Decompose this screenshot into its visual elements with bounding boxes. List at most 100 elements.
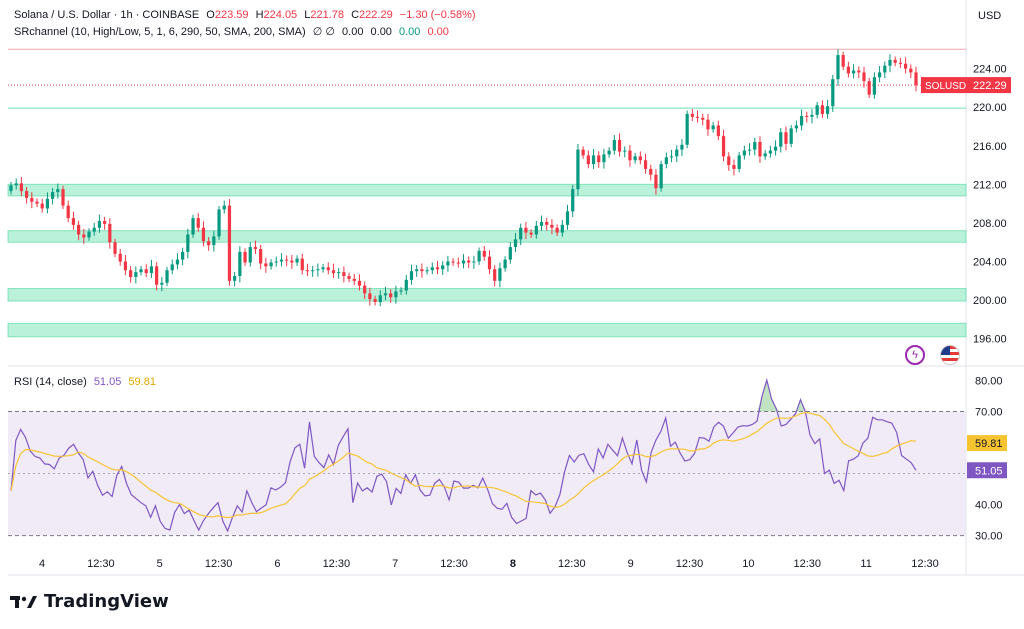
candle-body — [175, 259, 180, 265]
candle-body — [597, 155, 601, 163]
candle-body — [357, 280, 362, 286]
candle-body — [472, 261, 476, 263]
candle-body — [123, 261, 128, 271]
candle-body — [425, 270, 429, 272]
candle-body — [888, 59, 892, 66]
candle-body — [9, 185, 13, 192]
candle-body — [383, 293, 388, 296]
candle-body — [586, 155, 590, 165]
candle-body — [633, 156, 637, 161]
candle-body — [862, 72, 866, 82]
candle-body — [279, 259, 284, 262]
candle-body — [898, 62, 903, 64]
candle-body — [118, 253, 122, 262]
candle-body — [269, 262, 273, 267]
time-tick-label: 12:30 — [205, 558, 233, 570]
rsi-label[interactable]: RSI (14, close) — [14, 376, 87, 388]
candle-body — [903, 63, 908, 69]
candle-body — [160, 282, 164, 285]
candle-body — [524, 227, 528, 233]
candle-body — [446, 261, 450, 266]
candle-body — [373, 299, 377, 303]
candle-body — [248, 247, 252, 263]
candle-body — [144, 269, 148, 274]
candle-body — [134, 272, 138, 277]
time-tick-label: 12:30 — [558, 558, 586, 570]
rsi-header: RSI (14, close) 51.05 59.81 — [14, 376, 160, 388]
candle-body — [56, 189, 60, 193]
candle-body — [737, 155, 741, 169]
us-flag-icon[interactable] — [940, 345, 960, 365]
price-tag-value: 222.29 — [973, 80, 1007, 92]
candle-body — [487, 256, 492, 270]
candle-body — [581, 149, 585, 156]
candle-body — [628, 150, 632, 161]
candles-group — [9, 49, 918, 307]
time-tick-label: 12:30 — [911, 558, 939, 570]
candle-body — [227, 205, 232, 281]
candle-body — [872, 77, 877, 95]
price-tick-label: 212.00 — [973, 179, 1007, 191]
rsi-tick-label: 80.00 — [975, 375, 1003, 387]
candle-body — [253, 247, 258, 249]
time-tick-label: 11 — [860, 558, 871, 570]
candle-body — [196, 218, 200, 228]
rsi-ma-line — [10, 411, 917, 519]
candle-body — [623, 150, 627, 152]
candle-body — [857, 70, 861, 73]
candle-body — [768, 150, 772, 154]
candle-body — [659, 164, 663, 189]
candle-body — [404, 279, 408, 291]
indicator-label[interactable]: SRchannel (10, High/Low, 5, 1, 6, 290, 5… — [14, 26, 306, 38]
candle-body — [108, 223, 112, 243]
price-tick-label: 196.00 — [973, 334, 1007, 346]
candle-body — [129, 270, 133, 277]
indicator-symbols: ∅ ∅ — [312, 26, 335, 38]
indicator-value-3: 0.00 — [399, 26, 421, 38]
candle-body — [607, 150, 611, 155]
time-tick-label: 9 — [628, 558, 634, 570]
time-tick-label: 12:30 — [87, 558, 115, 570]
tradingview-logo-icon — [10, 595, 37, 608]
candle-body — [35, 201, 39, 204]
candle-body — [643, 160, 648, 169]
currency-label[interactable]: USD — [978, 10, 1002, 22]
candle-body — [779, 132, 783, 147]
candle-body — [612, 139, 616, 151]
price-tag-symbol: SOLUSD — [925, 81, 966, 92]
candle-body — [212, 236, 216, 246]
rsi-value-tag: 51.05 — [975, 465, 1003, 477]
lightning-icon[interactable]: ϟ — [905, 345, 925, 365]
candle-body — [638, 156, 642, 161]
candle-body — [545, 221, 549, 225]
candle-body — [347, 276, 351, 279]
candle-body — [695, 116, 700, 118]
candle-body — [420, 269, 424, 272]
candle-body — [290, 260, 294, 263]
candle-body — [534, 225, 538, 235]
rsi-ma-tag: 59.81 — [975, 438, 1003, 450]
indicator-value-4: 0.00 — [427, 26, 449, 38]
candle-body — [222, 205, 226, 210]
low-value: 221.78 — [310, 9, 345, 21]
candle-body — [649, 168, 653, 175]
indicator-header: SRchannel (10, High/Low, 5, 1, 6, 290, 5… — [14, 25, 453, 38]
candle-body — [352, 278, 356, 281]
time-tick-label: 12:30 — [323, 558, 351, 570]
candle-body — [295, 258, 299, 263]
candle-body — [831, 79, 835, 107]
indicator-value-1: 0.00 — [342, 26, 364, 38]
symbol-title[interactable]: Solana / U.S. Dollar · 1h · COINBASE — [14, 9, 200, 21]
candle-body — [155, 266, 159, 285]
candle-body — [321, 267, 325, 270]
candle-body — [305, 270, 310, 272]
candle-body — [773, 146, 778, 151]
candle-body — [784, 132, 788, 144]
candle-body — [560, 224, 564, 233]
candle-body — [207, 241, 211, 246]
candle-body — [435, 267, 440, 270]
candle-body — [763, 153, 767, 157]
time-tick-label: 12:30 — [440, 558, 468, 570]
indicator-value-2: 0.00 — [370, 26, 392, 38]
